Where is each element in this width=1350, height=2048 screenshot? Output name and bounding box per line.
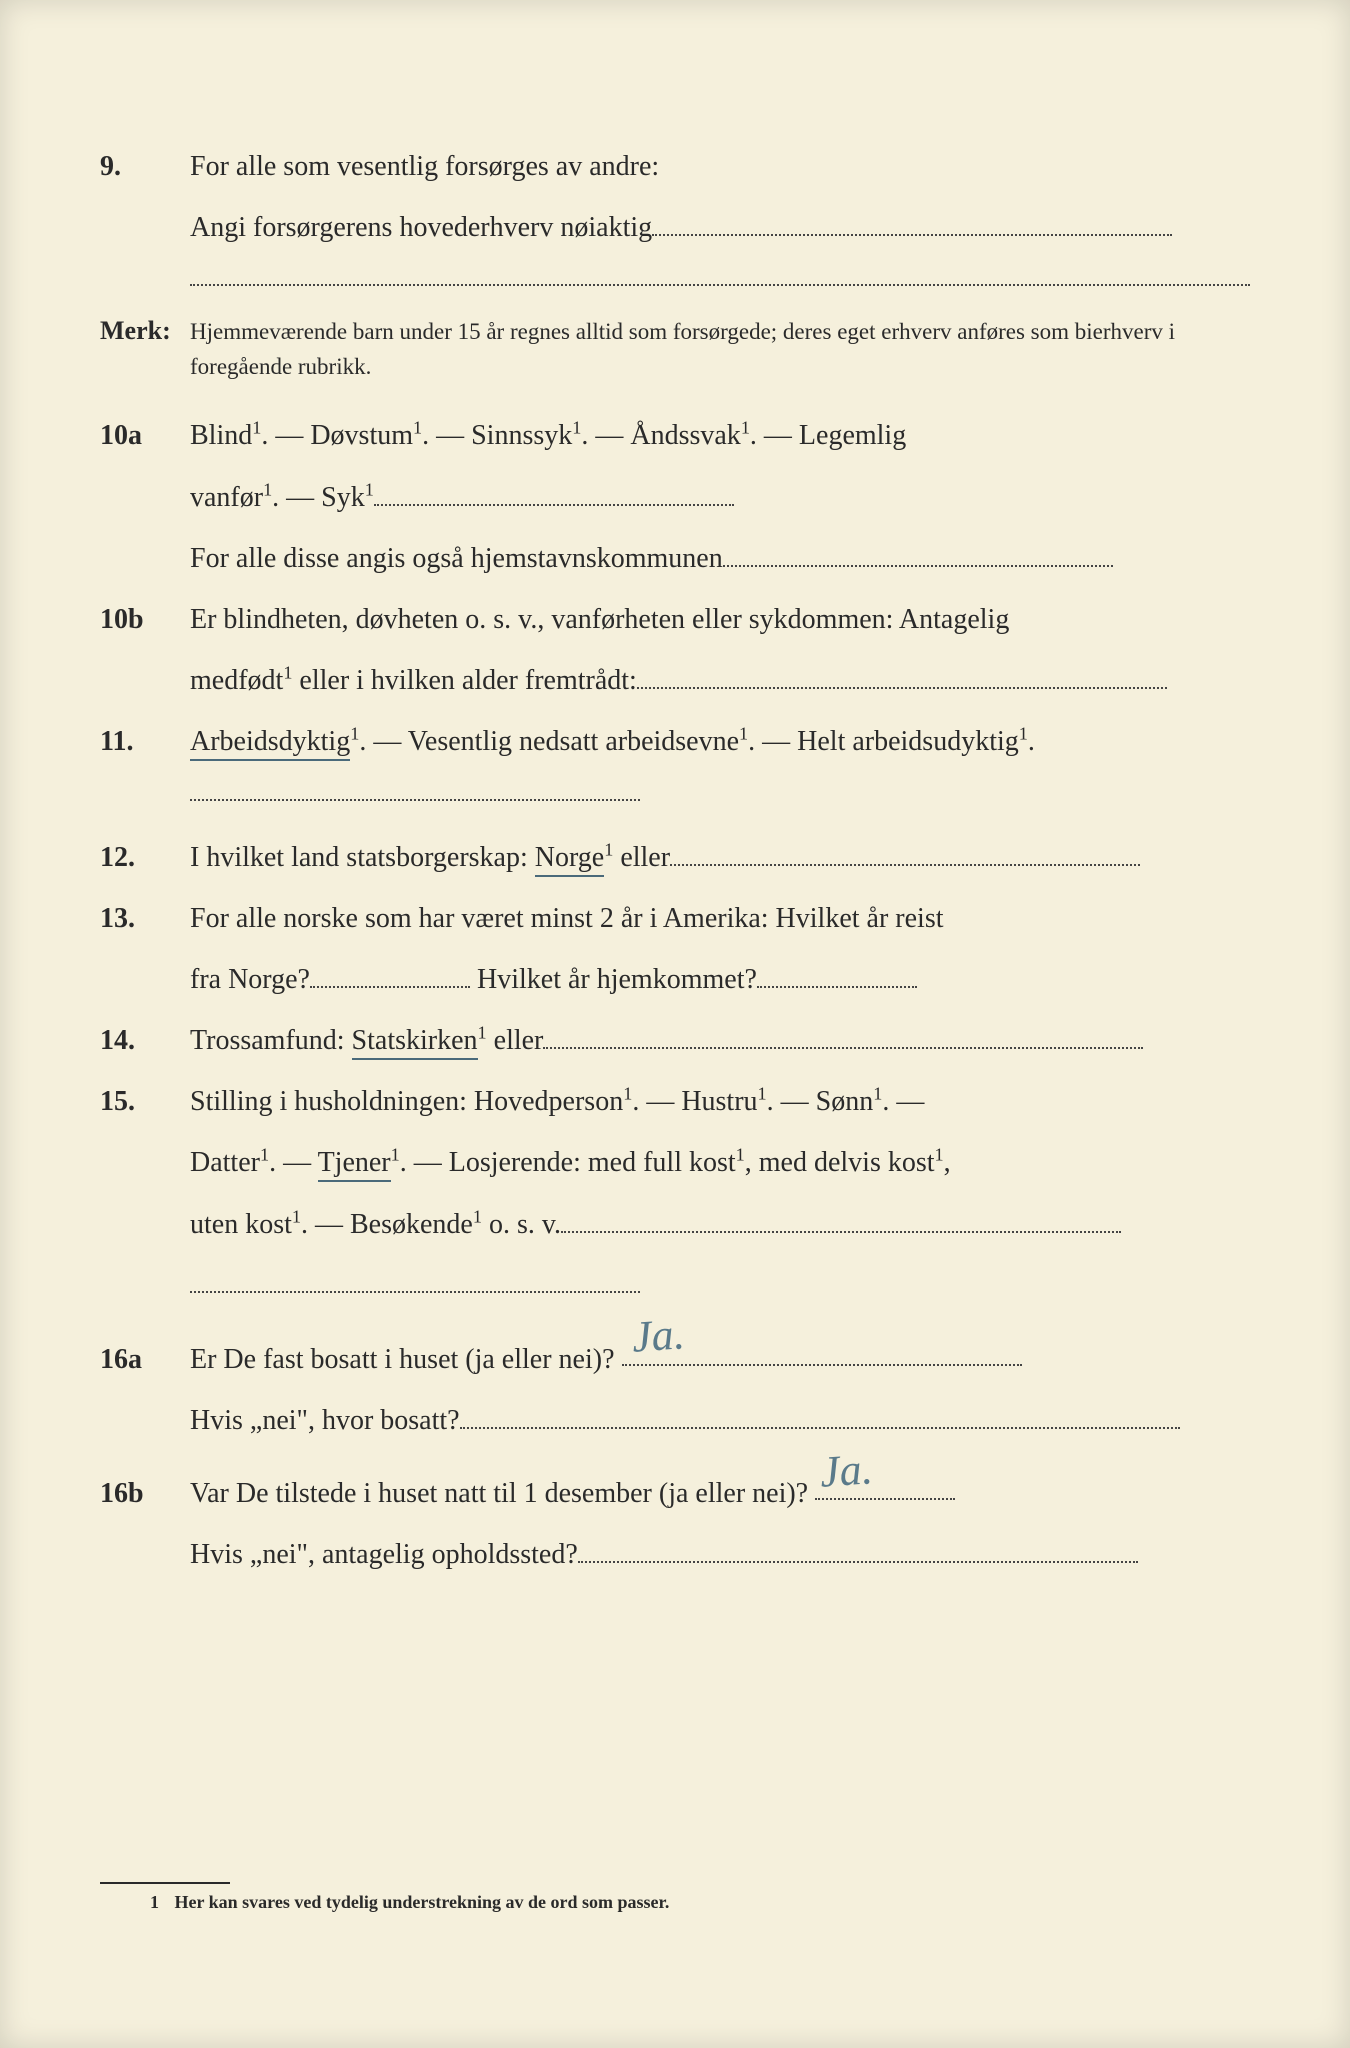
question-15-line3: uten kost1. — Besøkende1 o. s. v. bbox=[100, 1198, 1250, 1251]
divider bbox=[190, 284, 1250, 286]
q16b-answer: Ja. bbox=[817, 1427, 875, 1514]
footnote-rule bbox=[100, 1882, 230, 1884]
question-16a: 16a Er De fast bosatt i huset (ja eller … bbox=[100, 1333, 1250, 1386]
question-10a: 10a Blind1. — Døvstum1. — Sinnssyk1. — Å… bbox=[100, 409, 1250, 462]
question-16b: 16b Var De tilstede i huset natt til 1 d… bbox=[100, 1467, 1250, 1520]
merk-note: Merk: Hjemmeværende barn under 15 år reg… bbox=[100, 306, 1250, 384]
question-9-line2: Angi forsørgerens hovederhverv nøiaktig bbox=[100, 201, 1250, 254]
q12-number: 12. bbox=[100, 831, 190, 884]
q16b-number: 16b bbox=[100, 1467, 190, 1520]
question-15-line2: Datter1. — Tjener1. — Losjerende: med fu… bbox=[100, 1136, 1250, 1189]
q11-selected: Arbeidsdyktig bbox=[190, 726, 350, 761]
question-16b-line2: Hvis „nei", antagelig opholdssted? bbox=[100, 1528, 1250, 1581]
fill-line bbox=[374, 476, 734, 506]
q15-number: 15. bbox=[100, 1075, 190, 1128]
merk-text: Hjemmeværende barn under 15 år regnes al… bbox=[190, 315, 1250, 384]
q10a-number: 10a bbox=[100, 409, 190, 462]
fill-line bbox=[723, 537, 1113, 567]
fill-line bbox=[670, 836, 1140, 866]
q14-number: 14. bbox=[100, 1014, 190, 1067]
question-9: 9. For alle som vesentlig forsørges av a… bbox=[100, 140, 1250, 193]
q15-selected: Tjener bbox=[318, 1147, 391, 1182]
question-10b-line2: medfødt1 eller i hvilken alder fremtrådt… bbox=[100, 654, 1250, 707]
question-10a-line3: For alle disse angis også hjemstavnskomm… bbox=[100, 532, 1250, 585]
merk-label: Merk: bbox=[100, 306, 190, 355]
question-12: 12. I hvilket land statsborgerskap: Norg… bbox=[100, 831, 1250, 884]
question-13: 13. For alle norske som har været minst … bbox=[100, 892, 1250, 945]
q14-selected: Statskirken bbox=[352, 1025, 478, 1060]
footnote-marker: 1 bbox=[150, 1892, 170, 1913]
question-10b: 10b Er blindheten, døvheten o. s. v., va… bbox=[100, 593, 1250, 646]
q9-line2: Angi forsørgerens hovederhverv nøiaktig bbox=[190, 212, 652, 243]
q9-number: 9. bbox=[100, 140, 190, 193]
q9-line1: For alle som vesentlig forsørges av andr… bbox=[190, 151, 659, 182]
fill-line bbox=[637, 659, 1167, 689]
footnote: 1 Her kan svares ved tydelig understrekn… bbox=[150, 1892, 1250, 1913]
question-11: 11. Arbeidsdyktig1. — Vesentlig nedsatt … bbox=[100, 715, 1250, 768]
footnote-text: Her kan svares ved tydelig understreknin… bbox=[175, 1892, 670, 1912]
q11-number: 11. bbox=[100, 715, 190, 768]
q12-selected: Norge bbox=[535, 842, 604, 877]
fill-line bbox=[757, 958, 917, 988]
q16a-answer: Ja. bbox=[629, 1292, 687, 1379]
fill-line bbox=[543, 1019, 1143, 1049]
fill-line bbox=[561, 1203, 1121, 1233]
fill-line bbox=[578, 1533, 1138, 1563]
question-13-line2: fra Norge? Hvilket år hjemkommet? bbox=[100, 953, 1250, 1006]
divider-short bbox=[190, 1291, 640, 1293]
q16a-number: 16a bbox=[100, 1333, 190, 1386]
fill-line bbox=[460, 1399, 1180, 1429]
question-10a-line2: vanfør1. — Syk1 bbox=[100, 471, 1250, 524]
fill-line bbox=[310, 958, 470, 988]
question-16a-line2: Hvis „nei", hvor bosatt? bbox=[100, 1394, 1250, 1447]
fill-line bbox=[652, 206, 1172, 236]
question-14: 14. Trossamfund: Statskirken1 eller bbox=[100, 1014, 1250, 1067]
divider-short bbox=[190, 799, 640, 801]
q10b-number: 10b bbox=[100, 593, 190, 646]
q13-number: 13. bbox=[100, 892, 190, 945]
question-15: 15. Stilling i husholdningen: Hovedperso… bbox=[100, 1075, 1250, 1128]
document-page: 9. For alle som vesentlig forsørges av a… bbox=[0, 0, 1350, 2048]
q9-content: For alle som vesentlig forsørges av andr… bbox=[190, 140, 1250, 193]
